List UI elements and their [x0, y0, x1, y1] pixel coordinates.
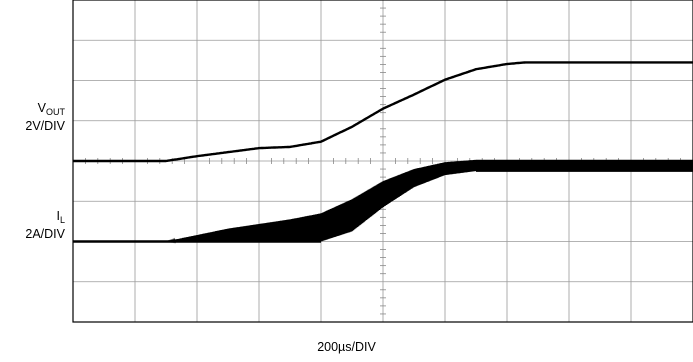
vout-label-sub: OUT: [46, 107, 65, 117]
vout-trace: [73, 61, 693, 163]
time-scale-label: 200µs/DIV: [317, 340, 376, 354]
il-label-main: I: [56, 209, 60, 223]
il-label-sub: L: [59, 215, 65, 225]
vout-scale-label: 2V/DIV: [25, 119, 65, 133]
vout-label: VOUT 2V/DIV: [25, 101, 65, 133]
traces: [73, 61, 693, 244]
il-label: IL 2A/DIV: [25, 209, 65, 241]
il-scale-label: 2A/DIV: [25, 227, 65, 241]
vout-label-main: V: [37, 101, 46, 115]
